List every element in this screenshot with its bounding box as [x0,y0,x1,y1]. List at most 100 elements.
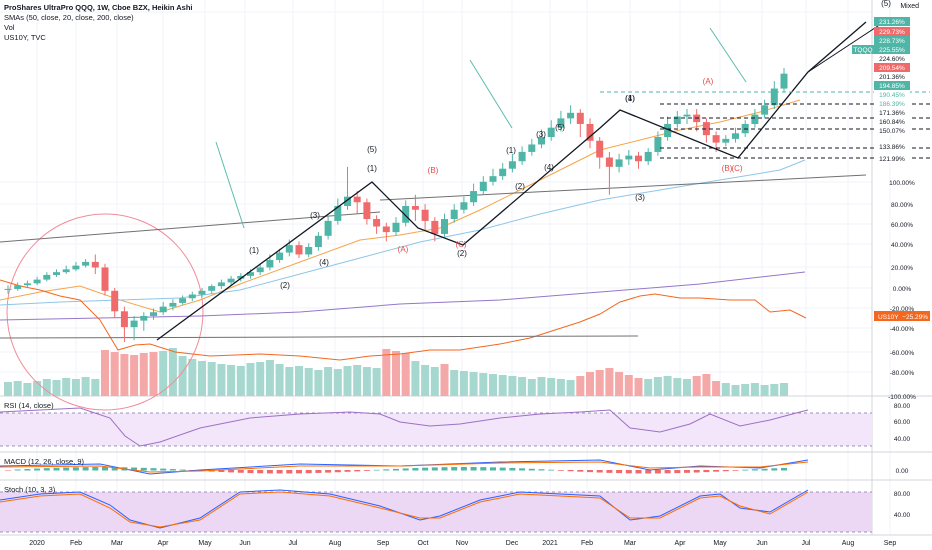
wave-label: (A) [703,77,714,86]
price-label: 121.99% [879,156,905,163]
volume-bar [198,361,206,396]
price-label: 194.85% [879,83,905,90]
sma200-line [0,271,806,321]
volume-bar [81,377,90,396]
wave-label: (5) [367,145,377,154]
macd-histogram-bar [169,469,176,471]
scale-mode-label[interactable]: Mixed [900,3,919,10]
rsi-tick: 40.00 [894,436,911,443]
wave-label: (3) [536,130,546,139]
volume-bar [634,378,643,396]
candle-body [82,261,90,266]
price-label-box [874,36,910,45]
volume-bar [343,366,352,396]
wave-label: (5) [881,0,891,8]
macd-histogram-bar [228,470,235,473]
us10y-line [0,279,807,361]
volume-bar [178,356,187,396]
x-axis-tick: Mar [111,540,124,547]
candle-body [179,298,187,303]
volume-bar [702,374,711,396]
candle-body [285,245,293,253]
candle-body [683,114,691,117]
stoch-tick: 80.00 [894,491,911,498]
macd-histogram-bar [43,468,50,471]
volume-bar [227,365,236,396]
us10y-legend[interactable]: US10Y, TVC [4,33,46,42]
volume-bar [683,379,691,396]
candle-body [217,282,225,287]
rsi-tick: 60.00 [894,419,911,426]
sma-legend[interactable]: SMAs (50, close, 20, close, 200, close) [4,13,134,22]
candle-body [62,269,70,273]
candle-body [140,315,148,321]
candle-body [538,137,545,145]
candle-body [664,123,672,138]
price-label-box [874,45,910,54]
price-label-box [874,142,910,151]
macd-histogram-bar [606,470,613,473]
symbol-tag: TQQQ [853,47,872,54]
volume-bar [188,359,197,396]
macd-histogram-bar [635,470,642,474]
volume-bar [168,348,177,396]
macd-histogram-bar [742,469,749,471]
axis-tick-label: 100.00% [889,180,915,187]
stoch-pane-label[interactable]: Stoch (10, 3, 3) [4,485,56,494]
macd-histogram-bar [72,467,79,471]
macd-histogram-bar [63,467,70,471]
price-label-box [874,99,910,108]
macd-histogram-bar [422,467,429,471]
price-label: 201.36% [879,74,905,81]
candle-body [334,205,342,221]
macd-histogram-bar [751,469,758,471]
macd-histogram-bar [412,468,419,471]
volume-bar [324,367,333,396]
candle-body [673,116,681,124]
candle-body [373,219,381,227]
x-axis-tick: Aug [842,540,855,547]
annotation-arrow [469,59,513,129]
candle-body [605,157,613,167]
volume-bar [33,381,42,396]
axis-tick-label: -80.00% [890,370,914,377]
volume-bar [71,379,80,396]
macd-histogram-bar [654,470,661,474]
x-axis-tick: Jul [289,540,298,547]
x-axis-tick: Feb [581,540,593,547]
candle-body [732,133,739,139]
volume-bar [372,368,381,396]
volume-bar [236,366,245,396]
volume-bar [130,355,139,396]
candle-body [150,312,157,316]
macd-histogram-bar [722,470,729,472]
wave-label: (4) [625,94,635,103]
macd-signal-line [0,461,809,473]
macd-histogram-bar [490,467,496,471]
candle-body [411,205,419,210]
macd-histogram-bar [160,468,167,471]
volume-bar [566,380,575,396]
axis-tick-label: -60.00% [890,350,914,357]
candle-body [23,283,31,286]
macd-histogram-bar [111,467,118,471]
candle-body [392,222,400,233]
macd-histogram-bar [402,468,409,471]
candle-body [518,151,526,162]
macd-pane-label[interactable]: MACD (12, 26, close, 9) [4,457,85,466]
volume-legend[interactable]: Vol [4,23,15,32]
candle-body [4,288,12,290]
macd-histogram-bar [451,467,458,471]
volume-bar [489,374,497,396]
rsi-band [0,413,872,446]
wave-label: (1) [249,246,259,255]
volume-bar [518,377,527,396]
price-label: 186.39% [879,101,905,108]
wave-label: (2) [515,182,525,191]
macd-histogram-bar [713,470,720,472]
macd-histogram-bar [237,470,244,473]
macd-histogram-bar [102,467,108,471]
price-label-box [874,17,910,26]
rsi-pane-label[interactable]: RSI (14, close) [4,401,54,410]
